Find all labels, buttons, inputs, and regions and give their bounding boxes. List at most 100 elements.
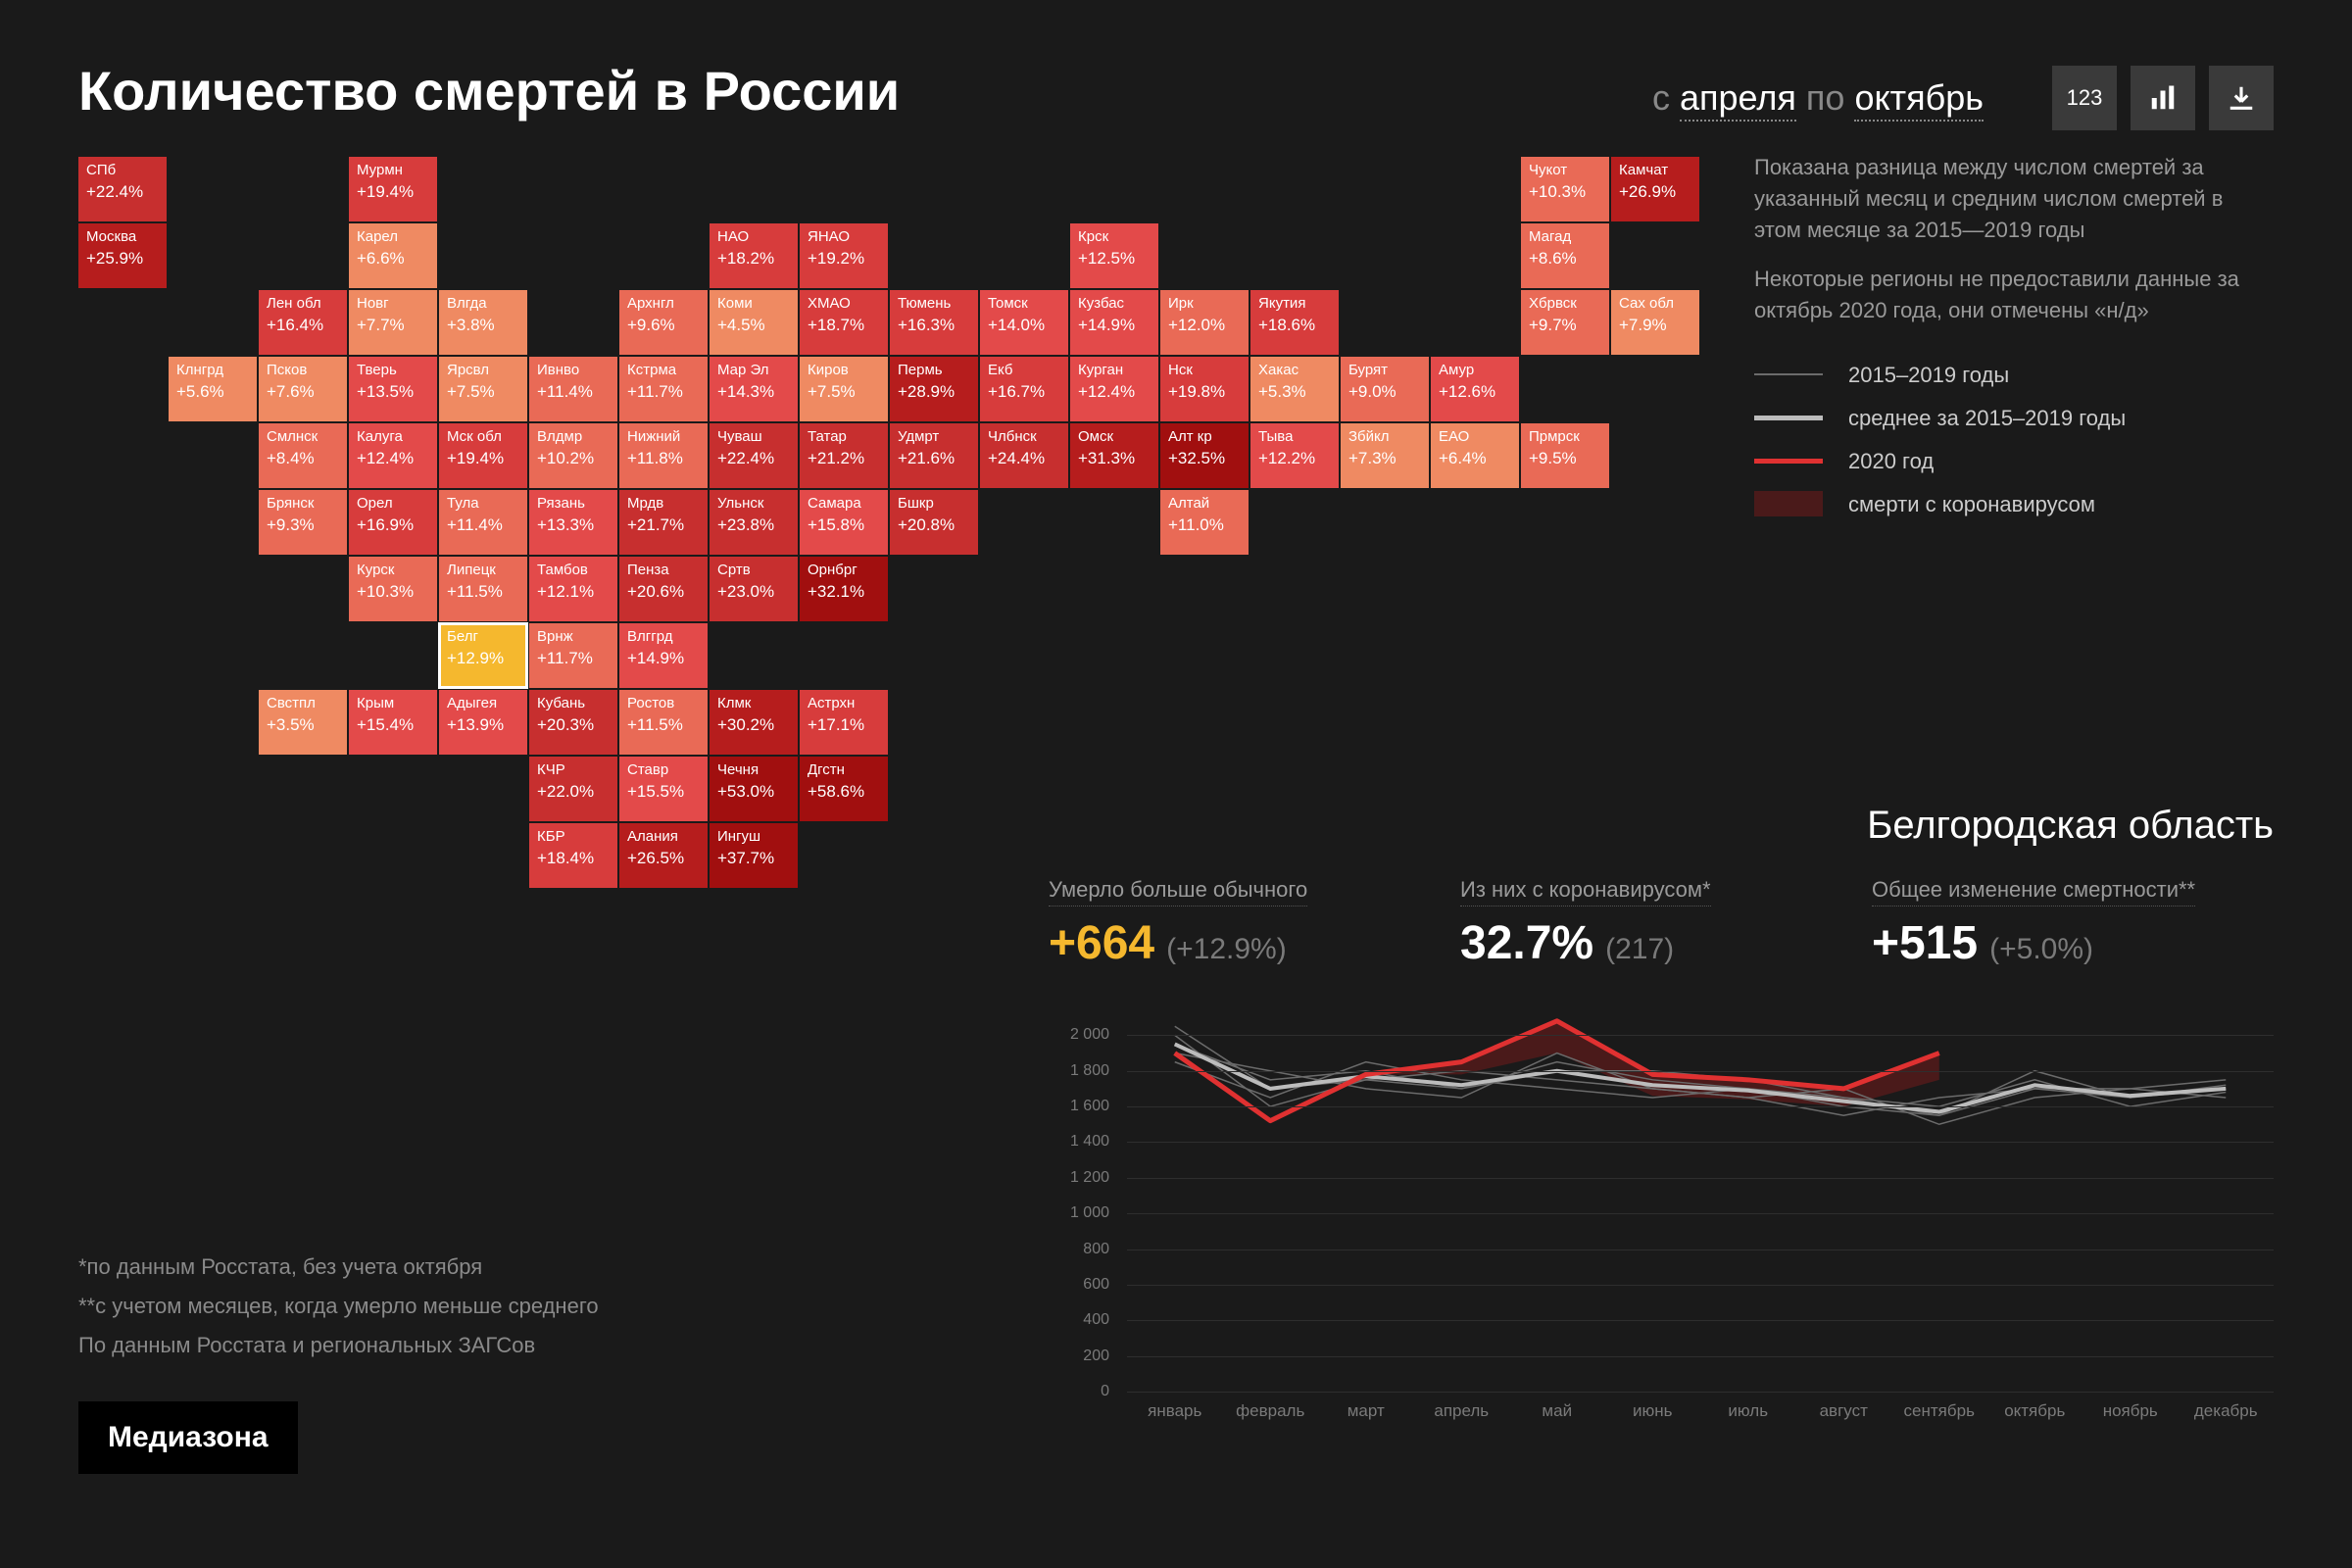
region-cell[interactable]: Екб+16.7% [980, 357, 1068, 421]
stat-value: +664(+12.9%) [1049, 916, 1382, 970]
region-cell[interactable]: Ивнво+11.4% [529, 357, 617, 421]
region-cell[interactable]: ХМАО+18.7% [800, 290, 888, 355]
region-cell[interactable]: Кузбас+14.9% [1070, 290, 1158, 355]
region-cell[interactable]: Удмрт+21.6% [890, 423, 978, 488]
region-cell[interactable]: КЧР+22.0% [529, 757, 617, 821]
region-cell[interactable]: Сах обл+7.9% [1611, 290, 1699, 355]
region-cell[interactable]: НАО+18.2% [710, 223, 798, 288]
region-cell[interactable]: Смлнск+8.4% [259, 423, 347, 488]
region-cell[interactable]: Свстпл+3.5% [259, 690, 347, 755]
region-cell[interactable]: Липецк+11.5% [439, 557, 527, 621]
region-cell[interactable]: Влдмр+10.2% [529, 423, 617, 488]
numbers-toggle[interactable]: 123 [2052, 66, 2117, 130]
region-cell[interactable]: Прмрск+9.5% [1521, 423, 1609, 488]
region-cell[interactable]: Орел+16.9% [349, 490, 437, 555]
region-cell[interactable]: Влгда+3.8% [439, 290, 527, 355]
source-logo: Медиазона [78, 1401, 298, 1474]
region-cell[interactable]: Влггрд+14.9% [619, 623, 708, 688]
region-value: +19.4% [447, 450, 519, 468]
region-cell[interactable]: Амур+12.6% [1431, 357, 1519, 421]
region-cell[interactable]: Якутия+18.6% [1250, 290, 1339, 355]
region-cell[interactable]: Кубань+20.3% [529, 690, 617, 755]
period-from[interactable]: апреля [1680, 77, 1796, 122]
region-cell[interactable]: Нижний+11.8% [619, 423, 708, 488]
region-cell[interactable]: Камчат+26.9% [1611, 157, 1699, 221]
region-cell[interactable]: Псков+7.6% [259, 357, 347, 421]
region-cell[interactable]: Киров+7.5% [800, 357, 888, 421]
region-cell[interactable]: Ставр+15.5% [619, 757, 708, 821]
region-cell[interactable]: Курск+10.3% [349, 557, 437, 621]
region-cell[interactable]: Кстрма+11.7% [619, 357, 708, 421]
region-cell[interactable]: ЕАО+6.4% [1431, 423, 1519, 488]
region-cell[interactable]: Белг+12.9% [439, 623, 527, 688]
region-cell[interactable]: Клмк+30.2% [710, 690, 798, 755]
region-cell[interactable]: Орнбрг+32.1% [800, 557, 888, 621]
region-value: +5.3% [1258, 383, 1331, 402]
region-cell[interactable]: Збйкл+7.3% [1341, 423, 1429, 488]
region-cell[interactable]: Бшкр+20.8% [890, 490, 978, 555]
region-cell[interactable]: Тюмень+16.3% [890, 290, 978, 355]
region-cell[interactable]: Ирк+12.0% [1160, 290, 1249, 355]
region-cell[interactable]: Тверь+13.5% [349, 357, 437, 421]
region-cell[interactable]: Татар+21.2% [800, 423, 888, 488]
region-cell[interactable]: ЯНАО+19.2% [800, 223, 888, 288]
region-cell[interactable]: Мрдв+21.7% [619, 490, 708, 555]
region-cell[interactable]: Коми+4.5% [710, 290, 798, 355]
region-label: Ярсвл [447, 363, 519, 379]
region-cell[interactable]: Новг+7.7% [349, 290, 437, 355]
region-cell[interactable]: КБР+18.4% [529, 823, 617, 888]
region-cell[interactable]: Алтай+11.0% [1160, 490, 1249, 555]
region-cell[interactable]: Томск+14.0% [980, 290, 1068, 355]
region-cell[interactable]: Москва+25.9% [78, 223, 167, 288]
region-cell[interactable]: Ростов+11.5% [619, 690, 708, 755]
region-cell[interactable]: Мск обл+19.4% [439, 423, 527, 488]
region-cell[interactable]: Калуга+12.4% [349, 423, 437, 488]
region-cell[interactable]: Крым+15.4% [349, 690, 437, 755]
region-cell[interactable]: Алт кр+32.5% [1160, 423, 1249, 488]
region-cell[interactable]: Пермь+28.9% [890, 357, 978, 421]
region-cell[interactable]: Ульнск+23.8% [710, 490, 798, 555]
region-cell[interactable]: Сртв+23.0% [710, 557, 798, 621]
region-cell[interactable]: Алания+26.5% [619, 823, 708, 888]
grid-line [1127, 1142, 2274, 1143]
region-cell[interactable]: Адыгея+13.9% [439, 690, 527, 755]
region-cell[interactable]: Лен обл+16.4% [259, 290, 347, 355]
region-cell[interactable]: Нск+19.8% [1160, 357, 1249, 421]
region-cell[interactable]: Тула+11.4% [439, 490, 527, 555]
region-cell[interactable]: Мурмн+19.4% [349, 157, 437, 221]
chart-toggle-icon[interactable] [2131, 66, 2195, 130]
region-cell[interactable]: Тыва+12.2% [1250, 423, 1339, 488]
region-cell[interactable]: СПб+22.4% [78, 157, 167, 221]
region-cell[interactable]: Крск+12.5% [1070, 223, 1158, 288]
region-cell[interactable]: Карел+6.6% [349, 223, 437, 288]
region-cell[interactable]: Клнгрд+5.6% [169, 357, 257, 421]
period-selector[interactable]: с апреля по октябрь [1652, 77, 1984, 119]
region-cell[interactable]: Члбнск+24.4% [980, 423, 1068, 488]
region-cell[interactable]: Чукот+10.3% [1521, 157, 1609, 221]
region-cell[interactable]: Мар Эл+14.3% [710, 357, 798, 421]
region-cell[interactable]: Магад+8.6% [1521, 223, 1609, 288]
region-cell[interactable]: Ярсвл+7.5% [439, 357, 527, 421]
region-cell[interactable]: Рязань+13.3% [529, 490, 617, 555]
region-cell[interactable]: Омск+31.3% [1070, 423, 1158, 488]
region-cell[interactable]: Архнгл+9.6% [619, 290, 708, 355]
grid-line [1127, 1106, 2274, 1107]
region-label: Свстпл [267, 696, 339, 712]
region-cell[interactable]: Врнж+11.7% [529, 623, 617, 688]
region-cell[interactable]: Дгстн+58.6% [800, 757, 888, 821]
region-cell[interactable]: Брянск+9.3% [259, 490, 347, 555]
region-cell[interactable]: Хакас+5.3% [1250, 357, 1339, 421]
region-cell[interactable]: Астрхн+17.1% [800, 690, 888, 755]
region-cell[interactable]: Курган+12.4% [1070, 357, 1158, 421]
region-cell[interactable]: Чечня+53.0% [710, 757, 798, 821]
region-cell[interactable]: Чуваш+22.4% [710, 423, 798, 488]
period-to[interactable]: октябрь [1854, 77, 1984, 122]
region-cell[interactable]: Ингуш+37.7% [710, 823, 798, 888]
region-cell[interactable]: Пенза+20.6% [619, 557, 708, 621]
region-cell[interactable]: Тамбов+12.1% [529, 557, 617, 621]
region-cell[interactable]: Самара+15.8% [800, 490, 888, 555]
download-icon[interactable] [2209, 66, 2274, 130]
period-prefix: с [1652, 77, 1670, 118]
region-cell[interactable]: Бурят+9.0% [1341, 357, 1429, 421]
region-cell[interactable]: Хбрвск+9.7% [1521, 290, 1609, 355]
